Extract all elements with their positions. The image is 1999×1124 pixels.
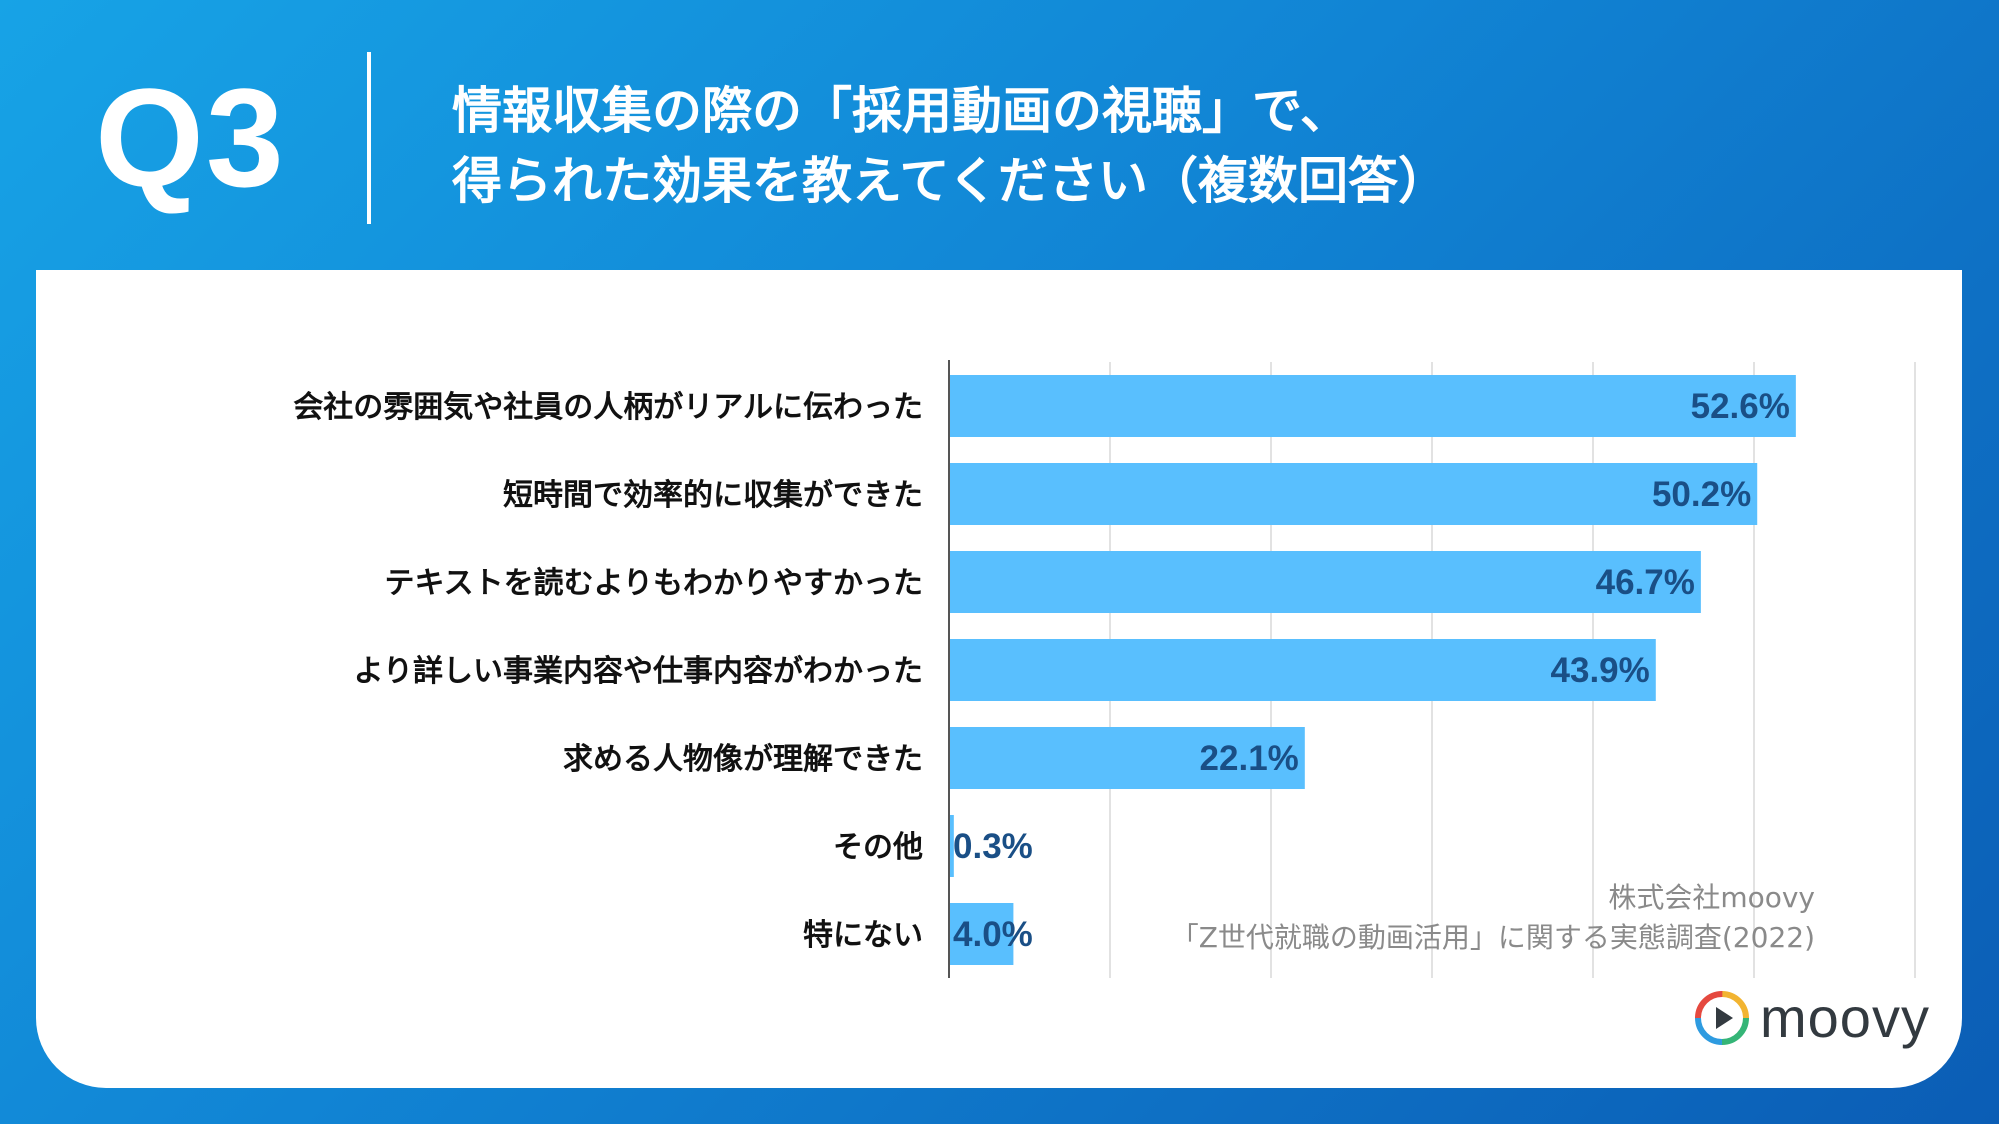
header-divider: [367, 52, 371, 224]
play-circle-icon: [1695, 991, 1749, 1045]
chart-card: 会社の雰囲気や社員の人柄がリアルに伝わった 52.6% 短時間で効率的に収集ができた…: [36, 270, 1962, 1088]
category-label: 特にない: [803, 918, 923, 953]
bar: [949, 551, 1701, 613]
value-label: 50.2%: [1652, 475, 1751, 514]
source-company: 株式会社moovy: [1608, 881, 1815, 914]
bar: [949, 815, 954, 877]
value-label: 52.6%: [1691, 387, 1790, 426]
source-note: 株式会社moovy 「Z世代就職の動画活用」に関する実態調査(2022): [1171, 878, 1815, 958]
bar: [949, 639, 1656, 701]
bar-chart: 会社の雰囲気や社員の人柄がリアルに伝わった 52.6% 短時間で効率的に収集ができた…: [293, 360, 1916, 978]
logo-text: moovy: [1760, 986, 1930, 1049]
category-label: 短時間で効率的に収集ができた: [503, 478, 923, 513]
category-label: 会社の雰囲気や社員の人柄がリアルに伝わった: [293, 390, 923, 425]
category-label: 求める人物像が理解できた: [563, 742, 923, 777]
source-survey: 「Z世代就職の動画活用」に関する実態調査(2022): [1170, 921, 1815, 954]
category-label: より詳しい事業内容や仕事内容がわかった: [354, 654, 923, 689]
category-label: その他: [833, 830, 923, 865]
bar: [949, 375, 1796, 437]
value-label: 22.1%: [1200, 739, 1299, 778]
value-label: 46.7%: [1596, 563, 1695, 602]
question-number: Q3: [95, 59, 286, 216]
value-label: 0.3%: [953, 827, 1033, 866]
category-label: テキストを読むよりもわかりやすかった: [385, 566, 924, 601]
question-title: 情報収集の際の「採用動画の視聴」で、 得られた効果を教えてください（複数回答）: [452, 76, 1448, 216]
question-title-line-2: 得られた効果を教えてください（複数回答）: [452, 152, 1448, 210]
bar: [949, 727, 1305, 789]
question-title-line-1: 情報収集の際の「採用動画の視聴」で、: [452, 82, 1350, 140]
bar: [949, 463, 1758, 525]
bar: [949, 903, 1014, 965]
moovy-logo: moovy: [1692, 988, 1930, 1048]
value-label: 43.9%: [1551, 651, 1650, 690]
value-label: 4.0%: [953, 915, 1033, 954]
